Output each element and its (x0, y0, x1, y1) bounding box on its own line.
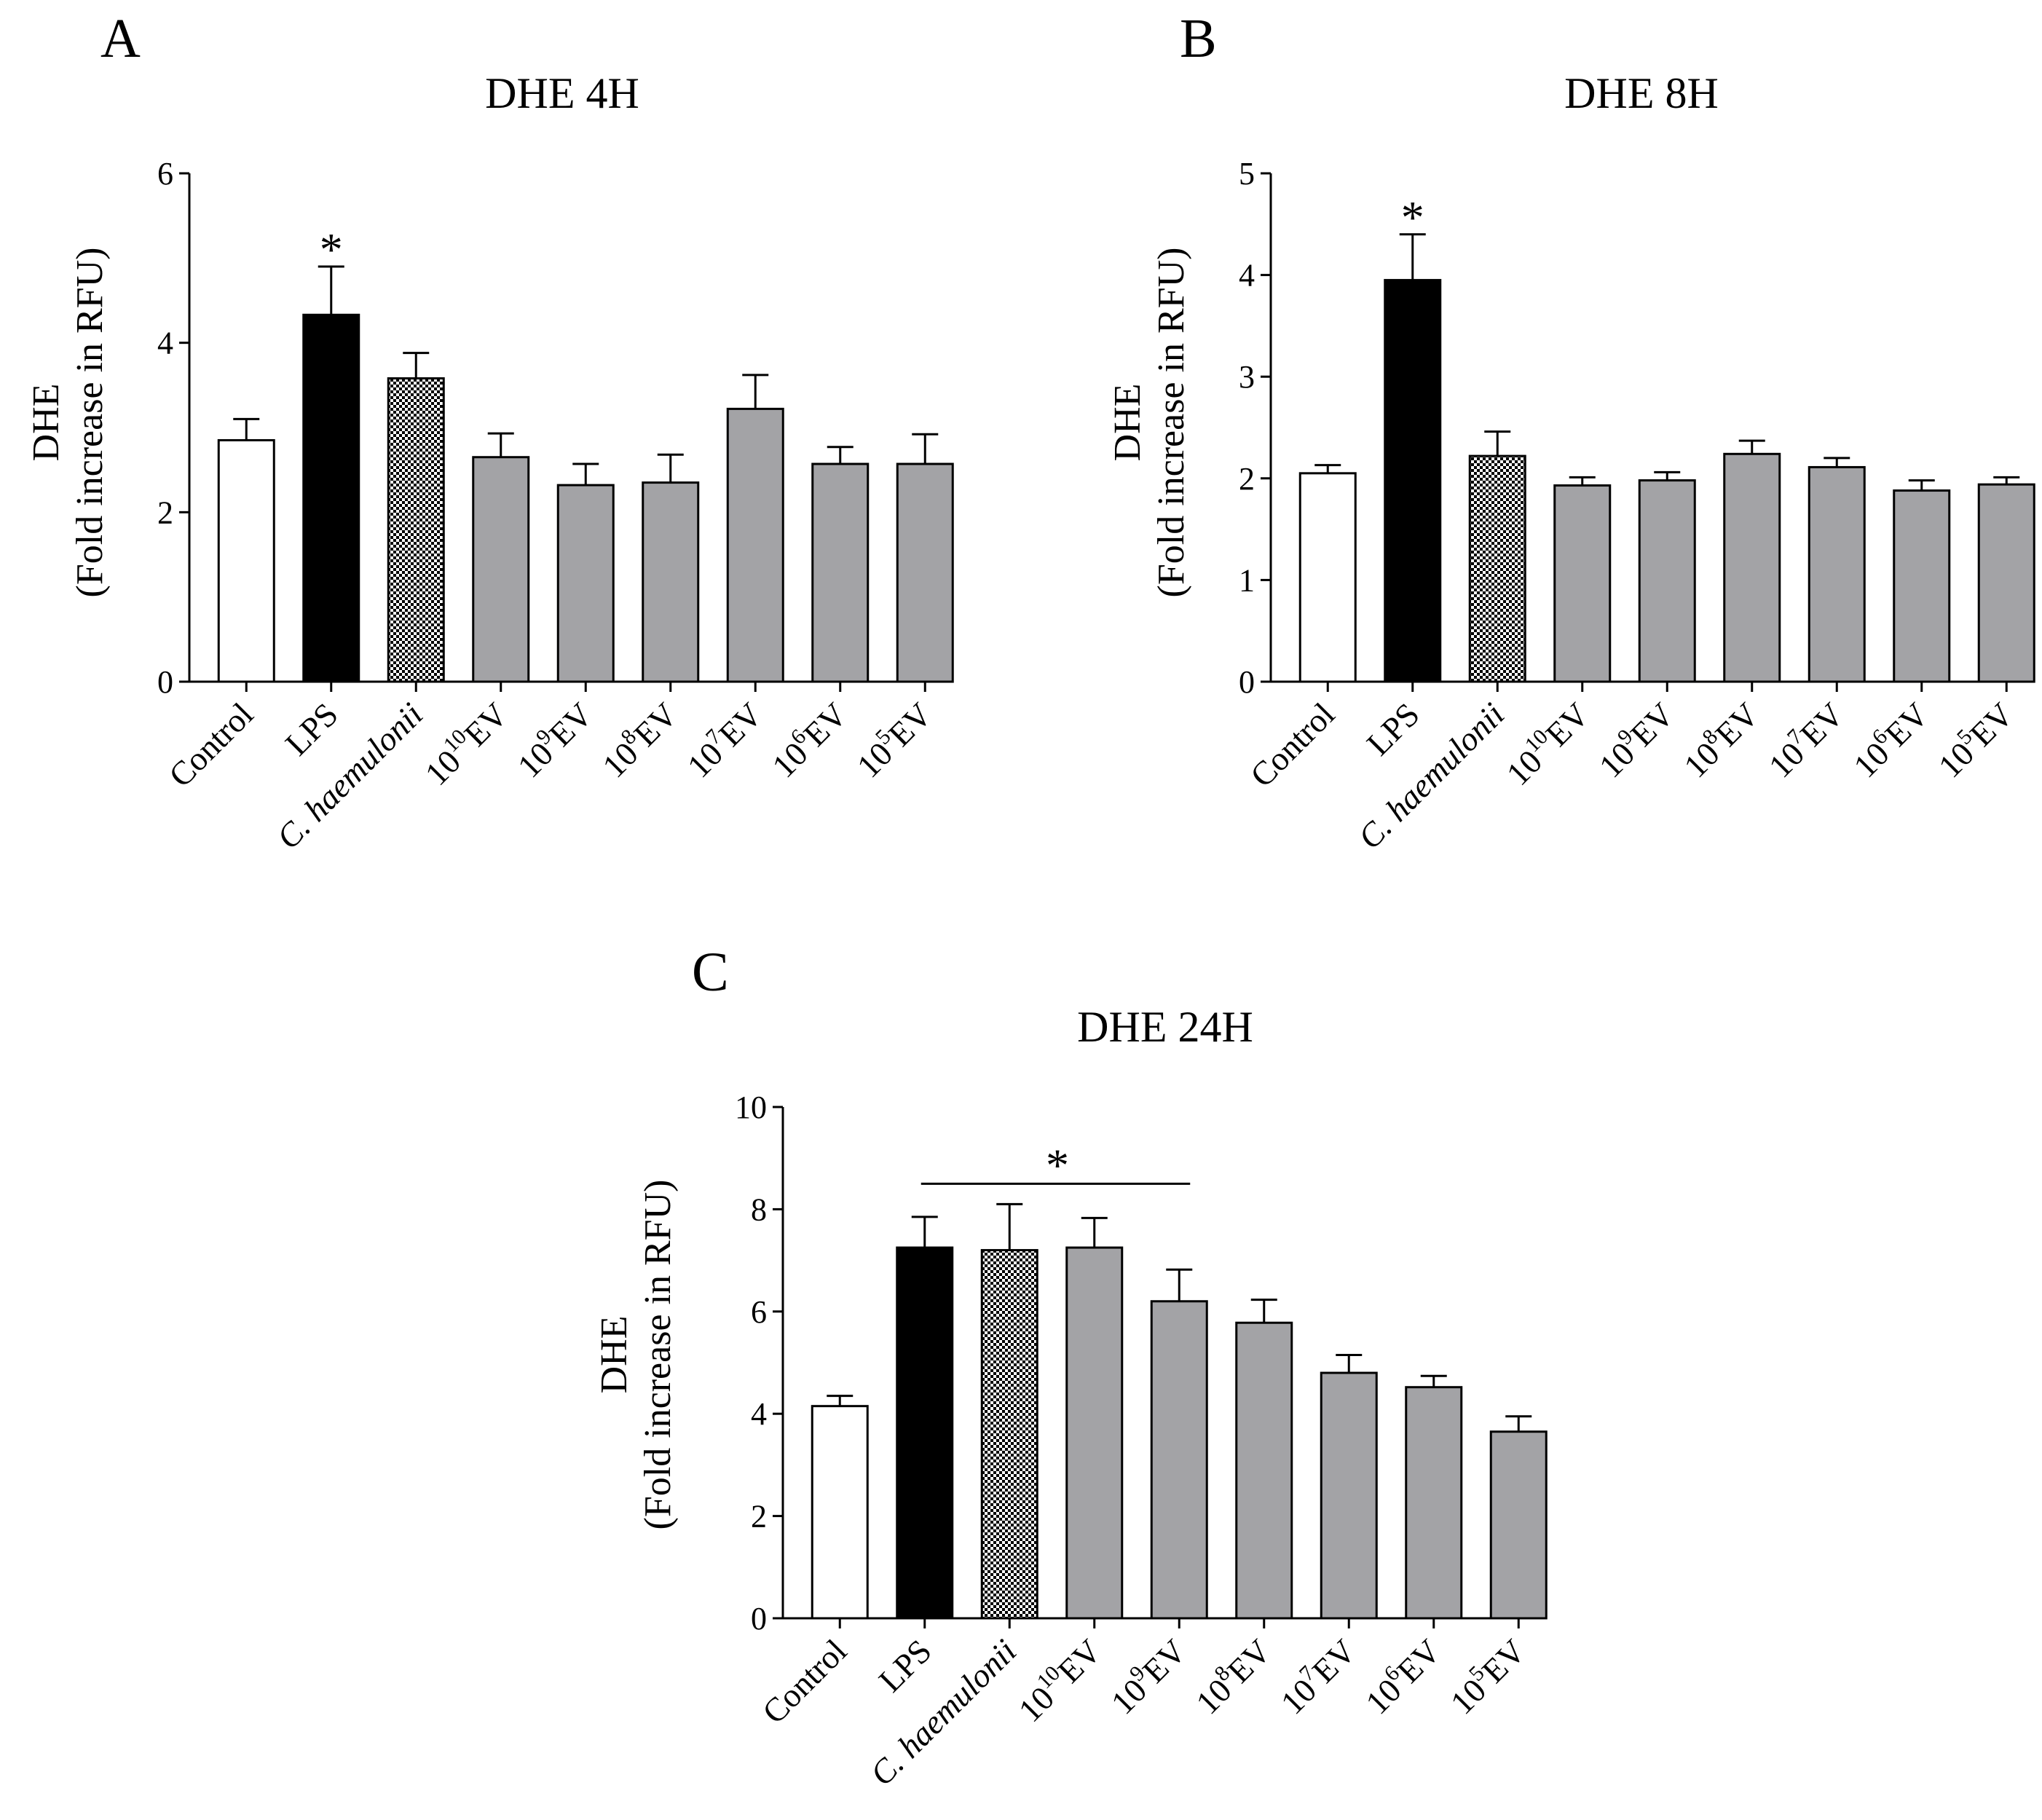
y-tick-label: 4 (751, 1396, 767, 1432)
x-tick-label: 109EV (508, 693, 599, 784)
panel-b: B DHE 8H DHE (Fold increase in RFU) 0 1 2 3… (1107, 8, 2035, 856)
x-tick-label: 108EV (593, 693, 685, 784)
significance-marker: * (1401, 192, 1424, 243)
panel-a: A DHE 4H DHE (Fold increase in RFU) 0 2 4 6… (25, 8, 954, 856)
panel-c: C DHE 24H DHE (Fold increase in RFU) 0 2 4… (594, 942, 1548, 1792)
bar (387, 377, 445, 683)
y-tick-label: 6 (751, 1294, 767, 1330)
y-tick-label: 4 (1239, 258, 1255, 294)
bar (217, 438, 275, 683)
bar (1638, 479, 1696, 683)
y-tick-label: 10 (735, 1090, 767, 1125)
bar (1808, 465, 1866, 683)
y-tick-label: 3 (1239, 359, 1255, 395)
x-tick-label: 109EV (1589, 693, 1681, 784)
bar (811, 462, 870, 683)
bar (1893, 489, 1951, 683)
x-tick-label: Control (755, 1632, 854, 1730)
y-tick-label: 2 (1239, 461, 1255, 497)
bar (896, 462, 954, 683)
y-tick-label: 4 (157, 326, 173, 361)
y-axis-label-a-line2: (Fold increase in RFU) (69, 248, 111, 598)
y-tick-label: 5 (1239, 156, 1255, 192)
x-tick-label: 105EV (1440, 1629, 1532, 1721)
significance-marker: * (320, 224, 343, 275)
bar (1320, 1371, 1378, 1620)
bar (1489, 1430, 1548, 1620)
bar (1065, 1246, 1124, 1620)
x-tick-label: C. haemulonii (863, 1632, 1023, 1792)
bar (472, 456, 530, 683)
y-tick-label: 0 (1239, 664, 1255, 700)
x-tick-label: 1010EV (1497, 693, 1596, 792)
x-tick-label: 106EV (762, 693, 854, 784)
x-tick-label: C. haemulonii (1351, 696, 1511, 856)
bar (980, 1249, 1038, 1620)
x-tick-label: LPS (1360, 696, 1427, 763)
x-tick-label: 1010EV (415, 693, 515, 792)
bar (1384, 279, 1442, 683)
chart-title-b: DHE 8H (1564, 69, 1719, 117)
bar (1723, 452, 1781, 683)
x-tick-label: 107EV (677, 693, 769, 784)
bar (1553, 484, 1612, 683)
chart-title-a: DHE 4H (485, 69, 639, 117)
bar (1235, 1321, 1293, 1620)
x-tick-label: 108EV (1186, 1629, 1278, 1721)
bar (1977, 483, 2035, 683)
bar (896, 1246, 954, 1620)
x-tick-label: LPS (872, 1632, 939, 1699)
y-tick-label: 0 (157, 664, 173, 700)
bar (1405, 1386, 1463, 1620)
y-tick-label: 8 (751, 1191, 767, 1227)
bar (1298, 472, 1357, 683)
x-tick-label: 107EV (1271, 1629, 1363, 1721)
y-tick-label: 0 (751, 1601, 767, 1636)
y-axis-label-b-line2: (Fold increase in RFU) (1151, 248, 1192, 598)
panel-letter-c: C (692, 942, 729, 1003)
x-tick-label: 109EV (1101, 1629, 1193, 1721)
bar (811, 1405, 869, 1620)
x-tick-label: C. haemulonii (269, 696, 430, 856)
y-axis-label-a-line1: DHE (25, 384, 67, 462)
y-axis-label-c: DHE (Fold increase in RFU) (594, 1180, 679, 1530)
panel-letter-b: B (1180, 8, 1217, 69)
y-tick-label: 2 (751, 1499, 767, 1535)
bar (726, 407, 784, 683)
panel-letter-a: A (100, 8, 141, 69)
y-tick-label: 6 (157, 156, 173, 192)
bar (642, 481, 700, 683)
significance-marker: * (1046, 1139, 1069, 1191)
x-tick-label: 105EV (1928, 693, 2020, 784)
x-tick-label: 106EV (1356, 1629, 1448, 1721)
x-tick-label: 1010EV (1009, 1629, 1108, 1729)
y-axis-label-c-line1: DHE (594, 1316, 635, 1394)
x-tick-label: Control (162, 696, 260, 794)
y-tick-label: 1 (1239, 562, 1255, 598)
chart-title-c: DHE 24H (1077, 1003, 1253, 1051)
x-tick-label: 108EV (1674, 693, 1766, 784)
x-tick-label: Control (1243, 696, 1341, 794)
bar (556, 484, 615, 683)
x-tick-label: 106EV (1844, 693, 1936, 784)
bar (1150, 1300, 1208, 1620)
y-axis-label-b: DHE (Fold increase in RFU) (1107, 248, 1192, 598)
y-axis-label-b-line1: DHE (1107, 384, 1148, 462)
y-axis-label-a: DHE (Fold increase in RFU) (25, 248, 111, 598)
y-tick-label: 2 (157, 495, 173, 530)
bar (302, 313, 360, 683)
y-axis-label-c-line2: (Fold increase in RFU) (637, 1180, 679, 1530)
x-tick-label: 107EV (1759, 693, 1850, 784)
x-tick-label: LPS (278, 696, 345, 763)
x-tick-label: 105EV (847, 693, 939, 784)
bar (1468, 454, 1526, 683)
